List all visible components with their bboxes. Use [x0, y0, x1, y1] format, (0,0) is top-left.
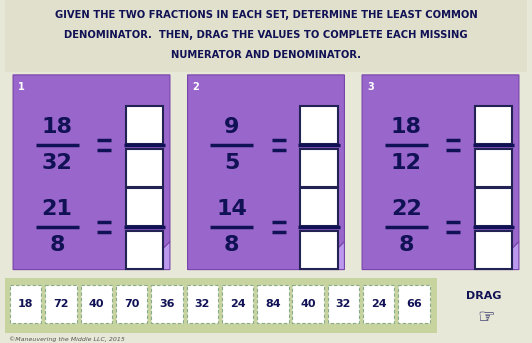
Text: 12: 12 [390, 153, 422, 173]
FancyBboxPatch shape [45, 285, 77, 322]
Polygon shape [317, 241, 344, 270]
Text: 72: 72 [53, 298, 69, 309]
FancyBboxPatch shape [81, 285, 112, 322]
Text: 3: 3 [367, 82, 373, 92]
Text: 9: 9 [224, 117, 239, 137]
FancyBboxPatch shape [475, 231, 512, 269]
Text: ☞: ☞ [477, 308, 494, 327]
Text: 8: 8 [398, 235, 414, 255]
Text: 18: 18 [18, 298, 34, 309]
FancyBboxPatch shape [126, 188, 163, 226]
Text: 66: 66 [406, 298, 422, 309]
Text: 5: 5 [224, 153, 239, 173]
Text: 14: 14 [216, 199, 247, 219]
Text: 18: 18 [41, 117, 73, 137]
FancyBboxPatch shape [5, 277, 437, 332]
Text: 1: 1 [18, 82, 24, 92]
Text: 32: 32 [195, 298, 210, 309]
FancyBboxPatch shape [475, 106, 512, 144]
Text: 70: 70 [124, 298, 139, 309]
Text: 21: 21 [41, 199, 73, 219]
Text: DRAG: DRAG [466, 291, 501, 300]
Text: 84: 84 [265, 298, 281, 309]
FancyBboxPatch shape [328, 285, 359, 322]
Text: 32: 32 [336, 298, 351, 309]
Text: 40: 40 [301, 298, 316, 309]
Text: ©Maneuvering the Middle LLC, 2015: ©Maneuvering the Middle LLC, 2015 [9, 337, 125, 342]
FancyBboxPatch shape [222, 285, 253, 322]
FancyBboxPatch shape [5, 0, 527, 72]
FancyBboxPatch shape [300, 231, 338, 269]
FancyBboxPatch shape [126, 106, 163, 144]
FancyBboxPatch shape [475, 188, 512, 226]
FancyBboxPatch shape [10, 285, 41, 322]
Text: 32: 32 [42, 153, 72, 173]
Text: 2: 2 [193, 82, 199, 92]
Polygon shape [362, 75, 519, 270]
FancyBboxPatch shape [116, 285, 147, 322]
FancyBboxPatch shape [187, 285, 218, 322]
FancyBboxPatch shape [300, 106, 338, 144]
Text: 36: 36 [159, 298, 174, 309]
Text: 22: 22 [391, 199, 421, 219]
FancyBboxPatch shape [293, 285, 324, 322]
Text: NUMERATOR AND DENOMINATOR.: NUMERATOR AND DENOMINATOR. [171, 50, 361, 60]
FancyBboxPatch shape [363, 285, 394, 322]
Text: DENOMINATOR.  THEN, DRAG THE VALUES TO COMPLETE EACH MISSING: DENOMINATOR. THEN, DRAG THE VALUES TO CO… [64, 30, 468, 40]
Text: 24: 24 [230, 298, 245, 309]
FancyBboxPatch shape [126, 231, 163, 269]
Polygon shape [492, 241, 519, 270]
FancyBboxPatch shape [300, 188, 338, 226]
Text: 8: 8 [49, 235, 65, 255]
FancyBboxPatch shape [151, 285, 182, 322]
Text: 40: 40 [89, 298, 104, 309]
FancyBboxPatch shape [475, 149, 512, 187]
Text: GIVEN THE TWO FRACTIONS IN EACH SET, DETERMINE THE LEAST COMMON: GIVEN THE TWO FRACTIONS IN EACH SET, DET… [55, 10, 477, 20]
FancyBboxPatch shape [257, 285, 288, 322]
Polygon shape [188, 75, 344, 270]
Text: 8: 8 [224, 235, 239, 255]
FancyBboxPatch shape [126, 149, 163, 187]
Text: 18: 18 [390, 117, 422, 137]
Text: 24: 24 [371, 298, 387, 309]
Polygon shape [143, 241, 170, 270]
FancyBboxPatch shape [300, 149, 338, 187]
FancyBboxPatch shape [398, 285, 430, 322]
Polygon shape [13, 75, 170, 270]
